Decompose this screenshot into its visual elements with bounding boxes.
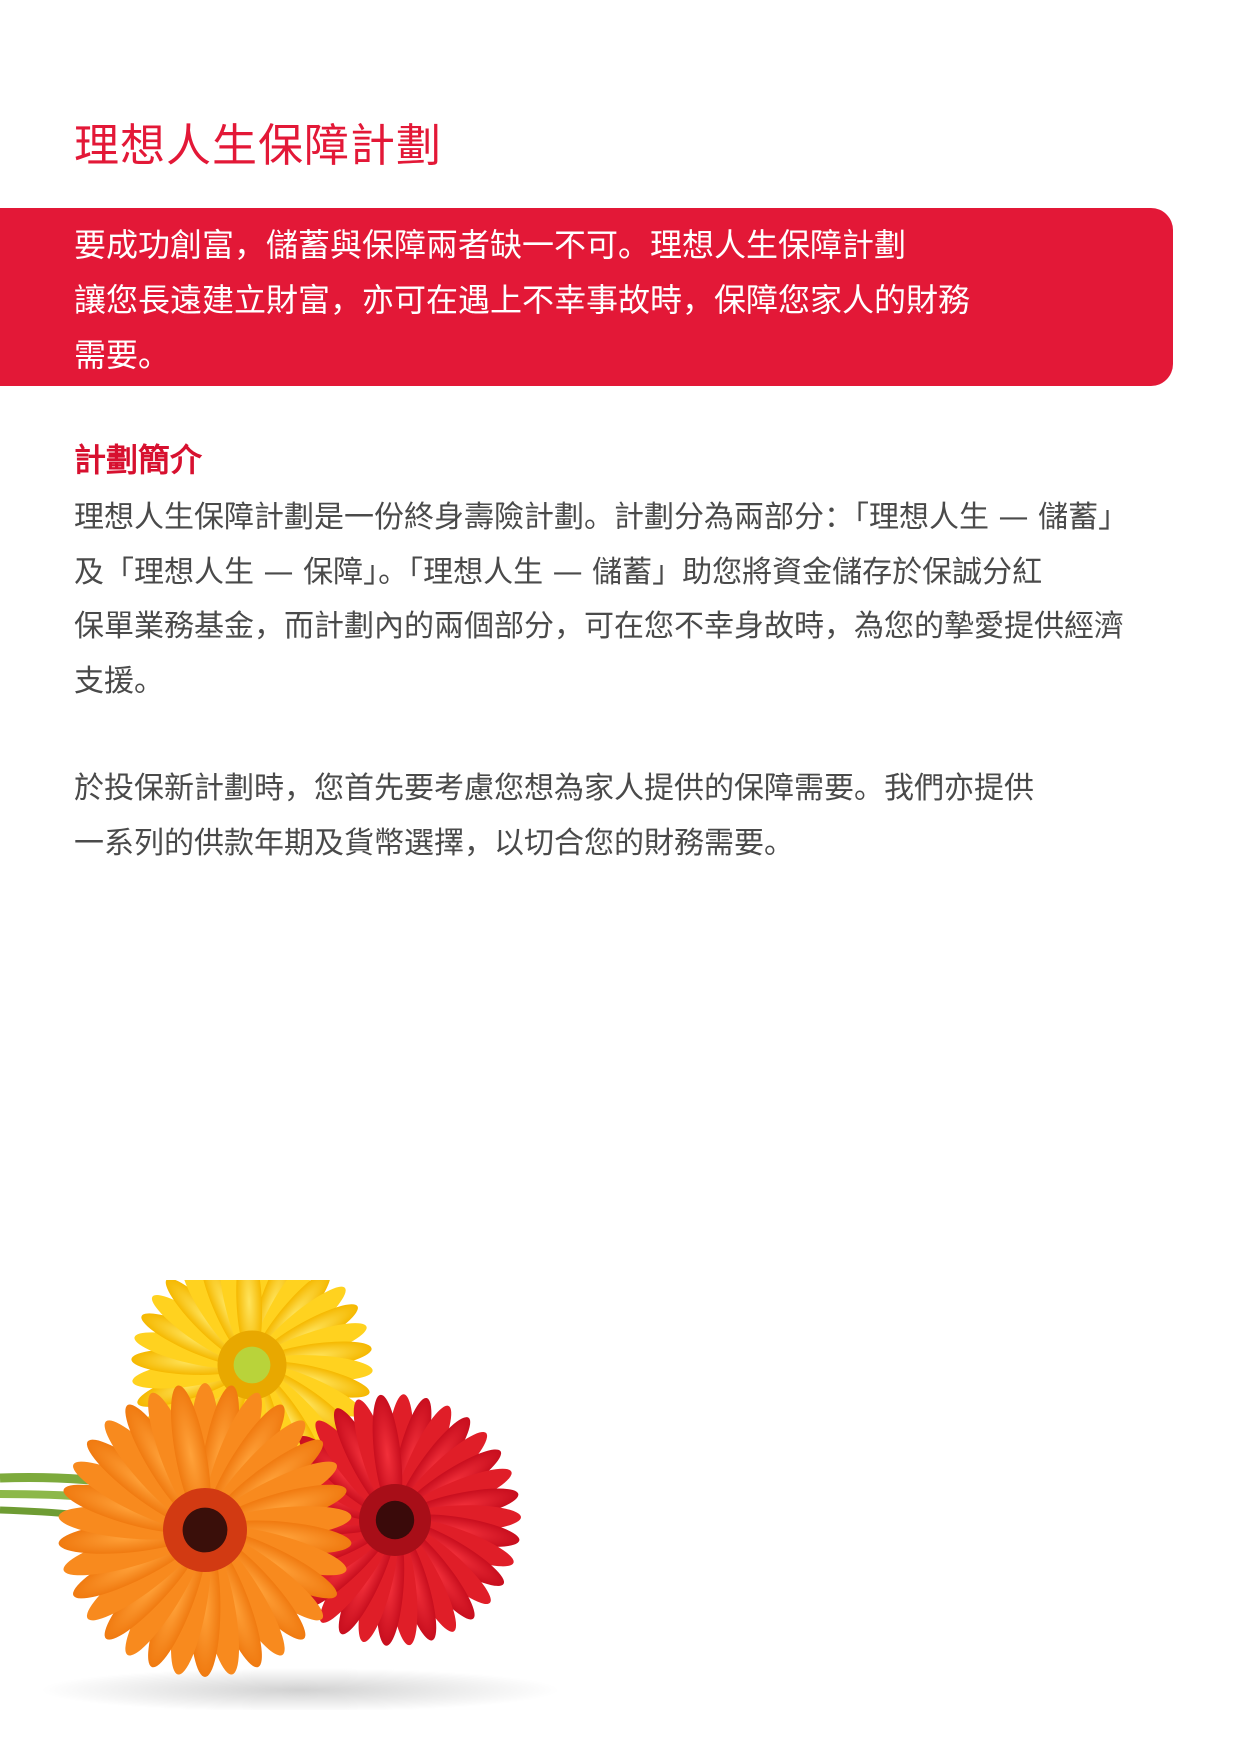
plan-summary-paragraph: 理想人生保障計劃是一份終身壽險計劃。計劃分為兩部分：「理想人生 — 儲蓄」 及「… (74, 491, 1184, 709)
paragraph-line: 支援。 (74, 663, 164, 699)
paragraph-line: 及「理想人生 — 保障」。「理想人生 — 儲蓄」助您將資金儲存於保誠分紅 (74, 554, 1043, 590)
intro-line: 需要。 (74, 336, 171, 374)
intro-line: 要成功創富，儲蓄與保障兩者缺一不可。理想人生保障計劃 (74, 226, 907, 264)
page-title: 理想人生保障計劃 (74, 119, 443, 172)
intro-banner: 要成功創富，儲蓄與保障兩者缺一不可。理想人生保障計劃 讓您長遠建立財富，亦可在遇… (0, 208, 1173, 386)
paragraph-line: 一系列的供款年期及貨幣選擇，以切合您的財務需要。 (74, 825, 794, 861)
orange-flower (58, 1383, 352, 1677)
planning-advice-paragraph: 於投保新計劃時，您首先要考慮您想為家人提供的保障需要。我們亦提供 一系列的供款年… (74, 762, 1184, 871)
intro-line: 讓您長遠建立財富，亦可在遇上不幸事故時，保障您家人的財務 (74, 281, 971, 319)
section-heading: 計劃簡介 (74, 441, 203, 479)
paragraph-line: 保單業務基金，而計劃內的兩個部分，可在您不幸身故時，為您的摯愛提供經濟 (74, 609, 1124, 644)
paragraph-line: 於投保新計劃時，您首先要考慮您想為家人提供的保障需要。我們亦提供 (74, 771, 1034, 806)
paragraph-line: 理想人生保障計劃是一份終身壽險計劃。計劃分為兩部分：「理想人生 — 儲蓄」 (74, 500, 1129, 535)
gerbera-flowers-illustration (0, 1280, 560, 1710)
